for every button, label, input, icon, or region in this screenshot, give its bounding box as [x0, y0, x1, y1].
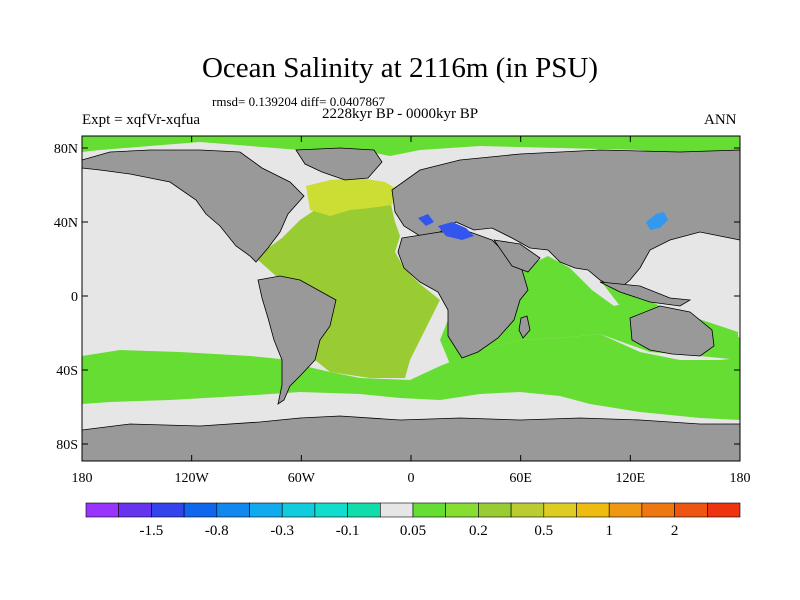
colorbar-label: -0.1: [336, 523, 360, 539]
experiment-label: Expt = xqfVr-xqfua: [82, 112, 201, 128]
arctic-anomaly: [82, 136, 740, 158]
colorbar-swatch: [249, 502, 283, 518]
colorbar-swatch: [445, 502, 479, 518]
mediterranean-anomaly: [418, 214, 474, 240]
longitude-labels: 180 120W 60W 0 60E 120E 180: [72, 471, 751, 486]
south-america: [257, 275, 337, 405]
southern-ocean-anomaly: [82, 334, 740, 420]
rmsd-diff-text: rmsd= 0.139204 diff= 0.0407867: [212, 94, 385, 109]
colorbar-label: -0.8: [205, 523, 229, 539]
latitude-label: 0: [71, 290, 78, 305]
latitude-label: 80N: [54, 142, 78, 157]
longitude-label: 180: [72, 471, 93, 486]
longitude-label: 60W: [288, 471, 316, 486]
colorbar-labels: -1.5 -0.8 -0.3 -0.1 0.05 0.2 0.5 1 2: [140, 523, 679, 539]
colorbar-swatch: [347, 502, 381, 518]
north-atlantic-anomaly: [306, 178, 395, 216]
arabia: [493, 239, 541, 273]
indonesia: [599, 281, 692, 307]
latitude-labels: 80N 40N 0 40S 80S: [54, 142, 78, 453]
colorbar-swatch: [576, 502, 610, 518]
colorbar-swatch: [543, 502, 577, 518]
atlantic-anomaly: [258, 196, 440, 378]
colorbar-swatch: [216, 502, 250, 518]
colorbar-swatch: [478, 502, 512, 518]
japan-sea-anomaly: [646, 212, 668, 230]
madagascar: [518, 315, 531, 339]
page-title: Ocean Salinity at 2116m (in PSU): [201, 52, 599, 84]
colorbar-label: -1.5: [140, 523, 164, 539]
latitude-label: 80S: [56, 438, 78, 453]
colorbar-label: 1: [605, 523, 613, 539]
colorbar-swatch: [412, 502, 447, 518]
longitude-label: 120E: [616, 471, 646, 486]
map-panel: [81, 135, 741, 462]
australia: [629, 305, 715, 357]
longitude-label: 0: [408, 471, 415, 486]
africa: [397, 231, 529, 359]
time-period-text: 2228kyr BP - 0000kyr BP: [322, 106, 479, 122]
colorbar-swatch: [706, 502, 741, 518]
colorbar-label: 0.5: [534, 523, 553, 539]
colorbar-swatch: [608, 502, 643, 518]
colorbar-label: 2: [671, 523, 679, 539]
north-america: [81, 149, 305, 263]
longitude-label: 180: [730, 471, 751, 486]
latitude-label: 40S: [56, 364, 78, 379]
colorbar-label: -0.3: [270, 523, 294, 539]
colorbar-swatch: [85, 502, 120, 518]
colorbar-swatch: [379, 502, 414, 518]
longitude-label: 60E: [509, 471, 532, 486]
colorbar-swatch: [183, 502, 218, 518]
colorbar-swatch: [151, 502, 185, 518]
season-label: ANN: [704, 112, 737, 128]
colorbar-label: 0.2: [469, 523, 488, 539]
latitude-label: 40N: [54, 216, 78, 231]
colorbar-swatch: [314, 502, 348, 518]
colorbar-swatch: [510, 502, 545, 518]
colorbar-label: 0.05: [400, 523, 426, 539]
longitude-label: 120W: [175, 471, 210, 486]
colorbar-swatch: [641, 502, 675, 518]
colorbar: [85, 502, 741, 518]
colorbar-swatch: [118, 502, 152, 518]
land-masses: [81, 147, 741, 462]
greenland: [295, 147, 383, 181]
map-ticks: [81, 136, 741, 461]
colorbar-swatch: [674, 502, 708, 518]
colorbar-swatch: [281, 502, 316, 518]
